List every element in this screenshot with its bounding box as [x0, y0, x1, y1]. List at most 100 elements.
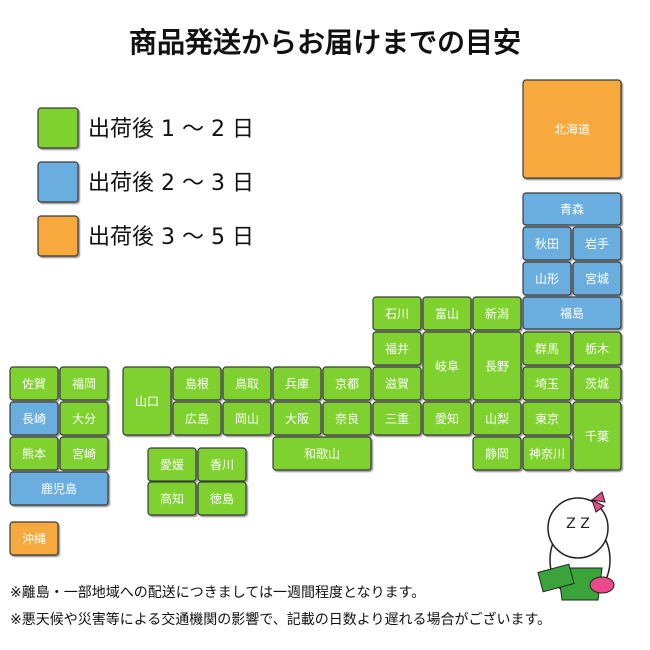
prefecture-label: 岩手	[585, 236, 609, 251]
prefecture-label: 茨城	[585, 377, 609, 391]
prefecture-cell	[522, 401, 572, 436]
prefecture-label: 長野	[485, 360, 509, 374]
prefecture-label: 島根	[185, 376, 209, 391]
prefecture-label: 福井	[385, 341, 409, 356]
prefecture-label: 埼玉	[535, 377, 559, 391]
prefecture-label: 愛媛	[160, 458, 184, 472]
prefecture-label: 愛知	[435, 412, 459, 426]
prefecture-label: 福島	[560, 305, 584, 320]
prefecture-cell	[122, 366, 172, 436]
prefecture-cell	[572, 366, 622, 401]
prefecture-label: 三重	[385, 412, 409, 426]
prefecture-cell	[9, 401, 59, 436]
prefecture-label: 新潟	[485, 306, 509, 321]
prefecture-grid: 北海道青森秋田 岩手山形 宮城福島石川 富山 新潟福井岐阜 長野群馬 栃木滋賀 埼玉 茨城三重愛…	[9, 79, 622, 556]
prefecture-cell	[522, 366, 572, 401]
prefecture-cell	[572, 331, 622, 366]
mascot-bag	[589, 576, 615, 594]
prefecture-label: 大分	[72, 412, 96, 426]
prefecture-cell	[197, 481, 247, 516]
prefecture-label: 和歌山	[304, 446, 340, 461]
prefecture-cell	[522, 226, 572, 261]
prefecture-cell	[472, 331, 522, 401]
prefecture-cell	[147, 447, 197, 482]
prefecture-label: 山口	[135, 395, 159, 409]
prefecture-cell	[9, 366, 59, 401]
prefecture-label: 岡山	[235, 412, 259, 426]
prefecture-cell	[372, 401, 422, 436]
prefecture-label: 岐阜	[435, 360, 459, 374]
prefecture-label: 秋田	[535, 237, 559, 251]
prefecture-cell	[59, 436, 109, 471]
prefecture-label: 高知	[160, 491, 184, 506]
prefecture-cell	[522, 436, 572, 471]
prefecture-label: 福岡	[72, 376, 96, 391]
prefecture-cell	[422, 331, 472, 401]
prefecture-cell	[9, 521, 59, 556]
prefecture-label: 宮崎	[72, 446, 96, 461]
legend-swatch	[37, 107, 79, 149]
prefecture-label: 宮城	[585, 271, 609, 286]
mascot: Z Z	[537, 491, 615, 601]
prefecture-label: 兵庫	[285, 377, 309, 391]
prefecture-label: 鹿児島	[41, 481, 77, 496]
prefecture-label: 群馬	[535, 342, 559, 356]
mascot-ribbon	[590, 491, 606, 513]
prefecture-cell	[172, 401, 222, 436]
prefecture-cell	[472, 401, 522, 436]
prefecture-cell	[9, 436, 59, 471]
note: ※悪天候や災害等による交通機関の影響で、記載の日数より遅れる場合がございます。	[10, 611, 551, 628]
prefecture-label: 千葉	[585, 430, 609, 444]
prefecture-cell	[522, 192, 622, 226]
prefecture-cell	[472, 436, 522, 471]
prefecture-label: 長崎	[22, 412, 46, 426]
legend-swatch	[37, 161, 79, 203]
prefecture-cell	[147, 481, 197, 516]
prefecture-label: 東京	[535, 412, 559, 426]
prefecture-label: 香川	[210, 458, 234, 472]
prefecture-label: 富山	[435, 306, 459, 321]
prefecture-cell	[272, 401, 322, 436]
prefecture-label: 京都	[335, 377, 359, 391]
prefecture-cell	[272, 436, 372, 471]
prefecture-label: 山梨	[485, 412, 509, 426]
prefecture-cell	[372, 331, 422, 366]
prefecture-cell	[222, 401, 272, 436]
prefecture-cell	[222, 366, 272, 401]
prefecture-cell	[59, 401, 109, 436]
prefecture-label: 青森	[560, 201, 584, 216]
prefecture-cell	[272, 366, 322, 401]
prefecture-cell	[572, 401, 622, 471]
prefecture-cell	[372, 366, 422, 401]
mascot-head	[547, 497, 609, 559]
prefecture-label: 栃木	[585, 342, 609, 356]
prefecture-label: 徳島	[210, 491, 234, 506]
prefecture-label: 北海道	[554, 122, 590, 137]
prefecture-cell	[422, 401, 472, 436]
prefecture-label: 佐賀	[22, 377, 46, 391]
prefecture-label: 滋賀	[385, 377, 409, 391]
prefecture-cell	[197, 447, 247, 482]
mascot-text: Z Z	[566, 516, 590, 532]
prefecture-cell	[422, 296, 472, 331]
note: ※離島・一部地域への配送につきましては一週間程度となります。	[10, 584, 425, 601]
prefecture-label: 鳥取	[235, 376, 259, 391]
prefecture-cell	[472, 296, 522, 331]
prefecture-label: 静岡	[485, 447, 509, 461]
prefecture-cell	[522, 79, 622, 179]
legend-swatch	[37, 215, 79, 257]
prefecture-cell	[9, 471, 109, 506]
title: 商品発送からお届けまでの目安	[129, 26, 521, 59]
prefecture-label: 大阪	[285, 412, 309, 426]
prefecture-cell	[522, 296, 622, 330]
prefecture-label: 沖縄	[22, 531, 46, 546]
prefecture-cell	[322, 366, 372, 401]
prefecture-cell	[572, 261, 622, 296]
legend-label: 出荷後 3 〜 5 日	[88, 225, 254, 250]
prefecture-cell	[372, 296, 422, 331]
prefecture-cell	[572, 226, 622, 261]
prefecture-cell	[322, 401, 372, 436]
prefecture-label: 神奈川	[529, 447, 565, 461]
legend-label: 出荷後 2 〜 3 日	[88, 171, 254, 196]
